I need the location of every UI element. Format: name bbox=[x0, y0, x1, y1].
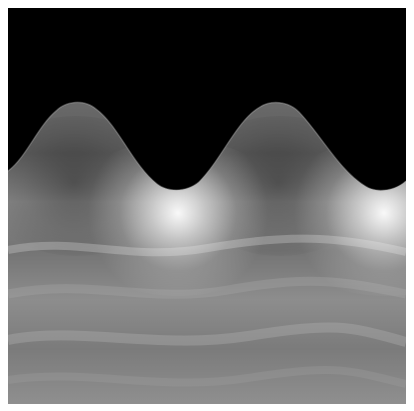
wave-crest-line bbox=[8, 101, 406, 192]
wave-render-view bbox=[8, 8, 406, 404]
wave-surface-render bbox=[8, 8, 406, 404]
